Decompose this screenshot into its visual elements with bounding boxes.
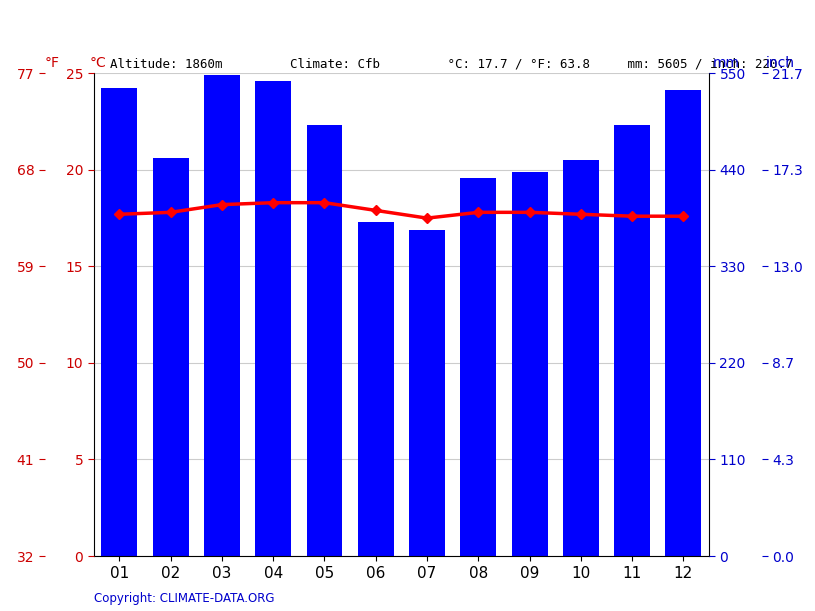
Text: Altitude: 1860m         Climate: Cfb         °C: 17.7 / °F: 63.8     mm: 5605 / : Altitude: 1860m Climate: Cfb °C: 17.7 / … [110, 57, 792, 70]
Text: °F: °F [45, 56, 59, 70]
Text: Copyright: CLIMATE-DATA.ORG: Copyright: CLIMATE-DATA.ORG [94, 592, 274, 605]
Text: inch: inch [766, 56, 795, 70]
Bar [204, 75, 240, 556]
Bar [409, 230, 445, 556]
Text: mm: mm [713, 56, 740, 70]
Bar [101, 88, 137, 556]
Text: °C: °C [90, 56, 107, 70]
Bar [615, 125, 650, 556]
Bar [255, 81, 291, 556]
Bar [563, 160, 599, 556]
Bar [666, 90, 702, 556]
Bar [358, 222, 394, 556]
Bar [152, 158, 188, 556]
Bar [306, 125, 342, 556]
Bar [460, 178, 496, 556]
Bar [512, 172, 548, 556]
